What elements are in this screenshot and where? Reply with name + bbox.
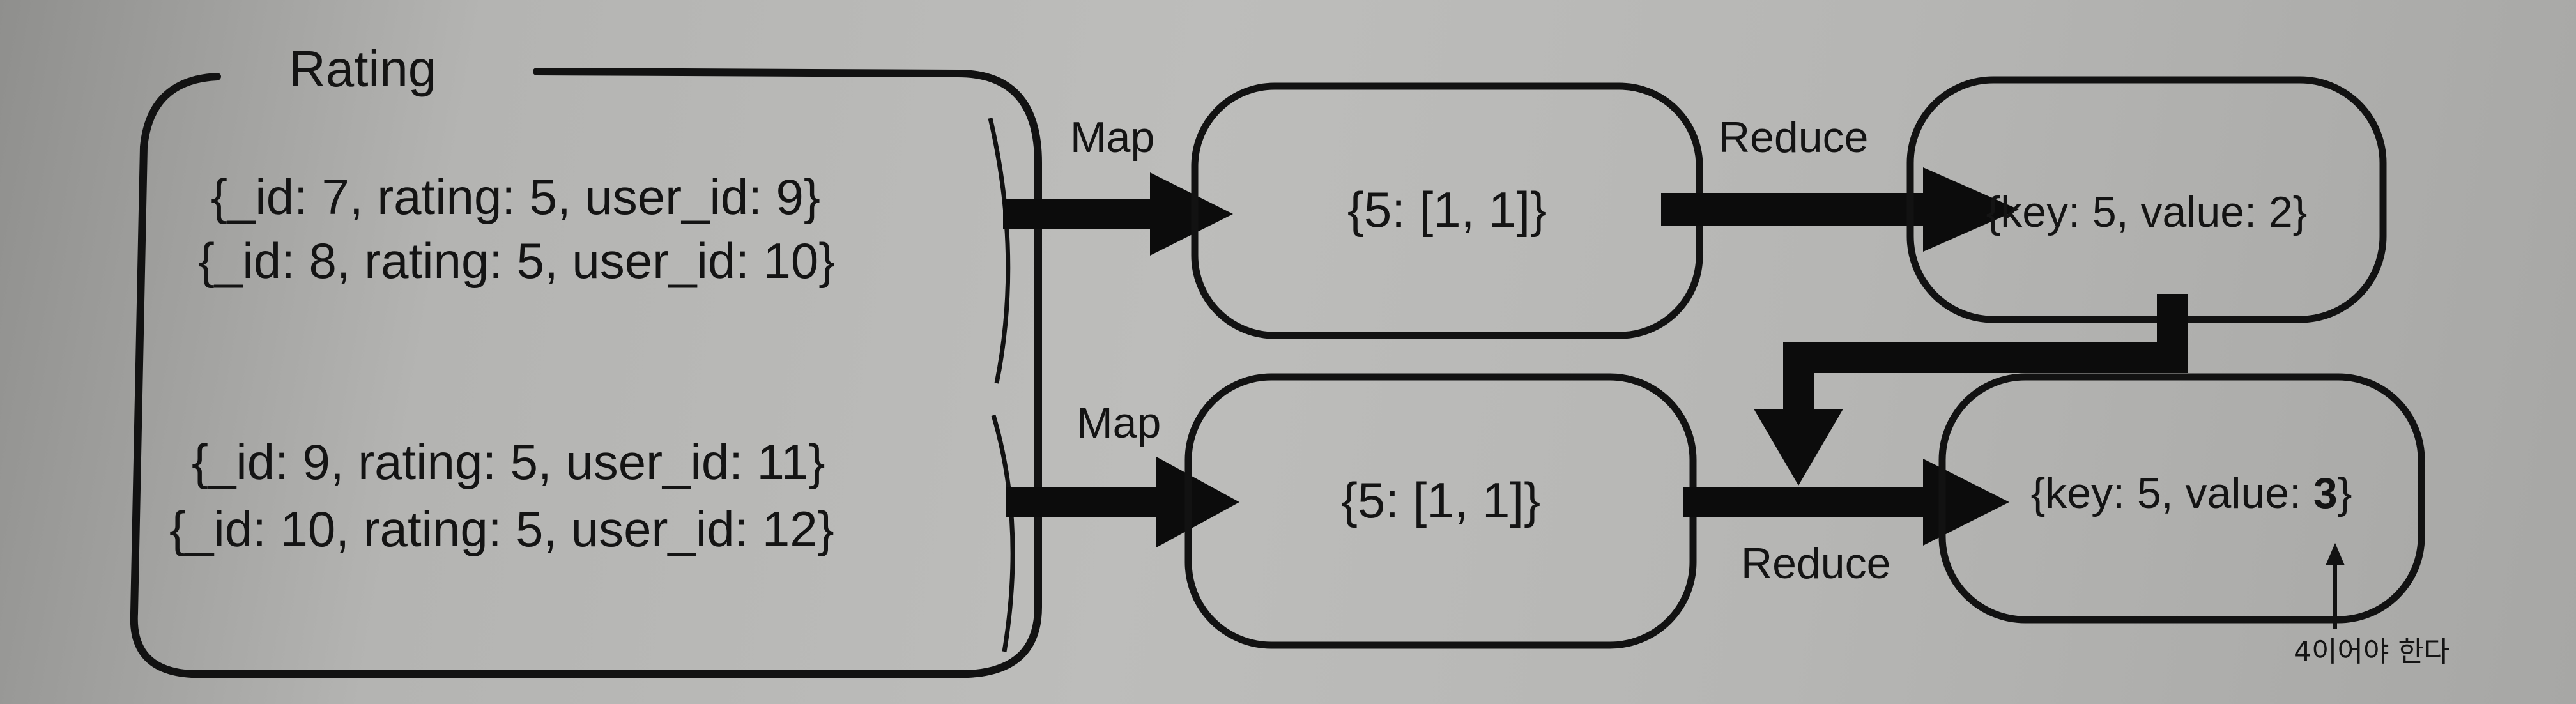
map-label: Map [1070,113,1154,162]
annotation-text: 4이어야 한다 [2294,636,2450,668]
rating-document-line: {_id: 9, rating: 5, user_id: 11} [192,434,825,490]
feedback-arrow-path [1783,294,2188,418]
separator-curve-lower [991,415,1015,652]
map-arrow [1003,172,1233,256]
rating-document-line: {_id: 10, rating: 5, user_id: 12} [169,501,834,557]
reduce-label: Reduce [1719,113,1868,162]
reduce-result-value: 3 [2313,469,2338,517]
reduce-result-text: {key: 5, value: 3} [2031,469,2352,517]
reduce-result-text: {key: 5, value: 2} [1986,188,2308,236]
reduce-arrow [1683,459,2009,546]
map-arrow [1006,457,1239,547]
rating-document-line: {_id: 7, rating: 5, user_id: 9} [211,169,820,225]
map-result-text: {5: [1, 1]} [1341,472,1540,528]
rating-collection-box [130,68,1042,678]
map-label: Map [1077,399,1161,447]
rating-document-line: {_id: 8, rating: 5, user_id: 10} [198,233,835,289]
reduce-arrow [1661,167,2019,252]
rating-title: Rating [289,40,436,97]
reduce-result-box [1906,76,2387,323]
feedback-arrow-head [1754,409,1843,486]
reduce-result-box [1938,373,2425,624]
annotation-arrow-head [2326,543,2345,565]
reduce-label: Reduce [1741,539,1890,588]
separator-curve-upper [988,118,1011,384]
map-result-text: {5: [1, 1]} [1347,181,1547,238]
